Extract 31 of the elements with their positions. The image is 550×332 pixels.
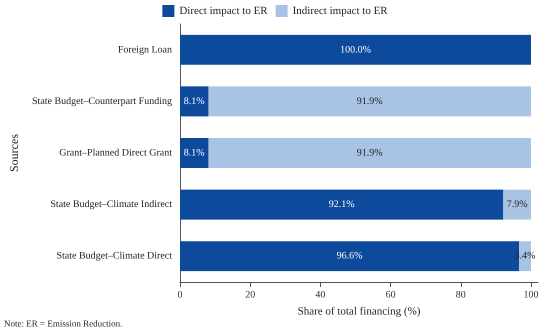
- text: Note: ER = Emission Reduction.: [4, 318, 122, 328]
- x-tick-label: 40: [315, 290, 326, 300]
- x-tick-label: 60: [386, 290, 396, 300]
- data-label: 8.1%: [184, 96, 205, 107]
- x-tick-label: 100: [523, 290, 538, 300]
- data-label: 91.9%: [356, 96, 383, 107]
- bar: [208, 86, 531, 116]
- bar: [180, 86, 208, 116]
- y-tick-label: State Budget–Counterpart Funding: [32, 96, 172, 107]
- legend-label: Direct impact to ER: [179, 5, 268, 17]
- bar: [180, 138, 208, 168]
- data-label: 92.1%: [328, 199, 355, 210]
- y-tick-label: State Budget–Climate Direct: [56, 250, 172, 262]
- data-label: 100.0%: [340, 44, 371, 56]
- x-axis-title: Share of total financing (%): [298, 306, 421, 318]
- x-tick-label: 0: [178, 290, 182, 300]
- x-tick-label: 20: [245, 290, 256, 300]
- y-tick-label: Grant–Planned Direct Grant: [59, 148, 172, 158]
- bar: [503, 190, 531, 220]
- data-label: 91.9%: [356, 148, 383, 158]
- y-tick-label: Foreign Loan: [118, 44, 172, 56]
- y-axis-title: Sources: [7, 134, 21, 172]
- x-tick-label: 80: [456, 290, 466, 300]
- bar: [180, 34, 531, 65]
- data-label: 8.1%: [184, 148, 205, 158]
- data-label: 96.6%: [336, 250, 362, 262]
- data-label: 7.9%: [506, 199, 528, 210]
- bar: [208, 138, 531, 168]
- y-tick-label: State Budget–Climate Indirect: [50, 199, 172, 210]
- legend-label: Indirect impact to ER: [292, 5, 388, 17]
- bar: [180, 190, 504, 220]
